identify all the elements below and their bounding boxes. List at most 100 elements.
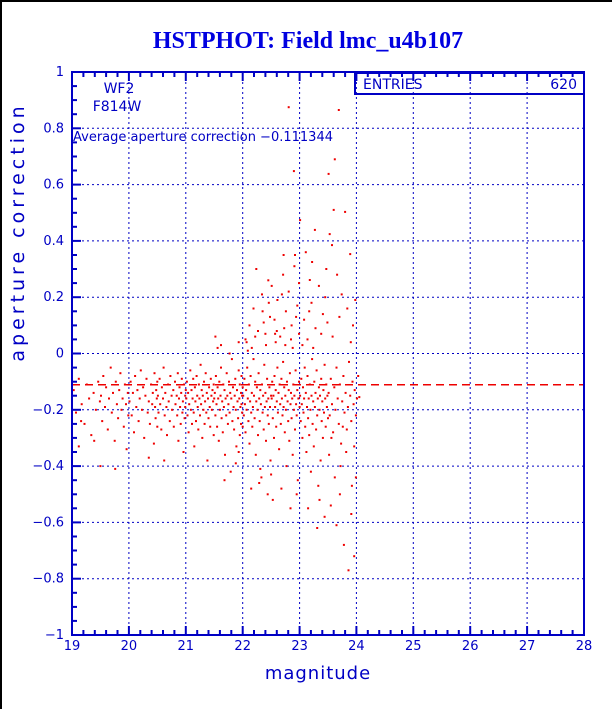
data-point — [280, 397, 283, 400]
data-point — [80, 420, 83, 423]
data-point — [199, 414, 201, 417]
data-point — [310, 301, 313, 304]
data-point — [233, 394, 236, 397]
data-point — [156, 394, 159, 397]
x-tick-label: 24 — [348, 639, 365, 654]
data-point — [110, 411, 113, 414]
data-point — [289, 403, 292, 406]
data-point — [280, 293, 283, 296]
data-point — [72, 389, 75, 392]
data-point — [256, 408, 259, 411]
data-point — [311, 358, 314, 361]
data-point — [290, 324, 293, 327]
data-point — [178, 397, 180, 400]
data-point — [352, 324, 354, 327]
data-point — [306, 406, 308, 408]
data-point — [136, 389, 139, 392]
data-point — [162, 366, 165, 369]
data-point — [199, 363, 202, 366]
data-point — [287, 420, 290, 423]
data-point — [181, 411, 184, 414]
data-point — [267, 279, 270, 282]
data-point — [240, 375, 243, 377]
data-point — [313, 228, 316, 231]
data-point — [316, 397, 319, 400]
y-tick-label: −0.4 — [32, 459, 64, 474]
data-point — [322, 389, 325, 392]
data-point — [151, 391, 154, 394]
data-point — [240, 391, 242, 394]
data-point — [274, 341, 277, 344]
data-point — [228, 352, 231, 355]
data-point — [126, 391, 129, 394]
data-point — [184, 389, 187, 392]
data-point — [331, 335, 334, 338]
data-point — [248, 442, 251, 445]
data-point — [229, 470, 232, 473]
data-point — [315, 369, 318, 372]
data-point — [332, 431, 335, 434]
data-point — [167, 400, 170, 403]
data-point — [201, 394, 204, 397]
data-point — [283, 386, 286, 389]
data-point — [184, 394, 187, 397]
data-point — [141, 408, 143, 411]
data-point — [102, 375, 105, 377]
data-point — [294, 369, 297, 372]
data-point — [354, 414, 357, 417]
data-point — [271, 417, 274, 420]
y-tick-label: −1 — [45, 628, 64, 643]
data-point — [335, 366, 338, 369]
data-point — [328, 414, 331, 417]
data-point — [255, 268, 258, 270]
data-point — [242, 394, 245, 397]
data-point — [207, 397, 209, 400]
data-point — [134, 375, 137, 377]
data-point — [356, 397, 358, 400]
data-point — [154, 417, 157, 420]
data-point — [152, 442, 155, 445]
data-point — [120, 408, 123, 411]
data-point — [85, 383, 88, 386]
data-point — [131, 391, 134, 394]
data-point — [244, 338, 247, 341]
data-point — [189, 408, 192, 411]
data-point — [259, 467, 262, 470]
data-point — [292, 383, 295, 386]
data-point — [217, 439, 220, 442]
data-point — [269, 406, 271, 408]
data-point — [331, 244, 333, 247]
data-point — [168, 420, 171, 423]
data-point — [295, 403, 298, 406]
data-point — [337, 422, 340, 425]
data-point — [274, 406, 277, 408]
x-tick-label: 23 — [291, 639, 308, 654]
data-point — [251, 406, 254, 408]
data-point — [309, 408, 312, 411]
data-point — [314, 327, 317, 330]
data-point — [145, 377, 148, 380]
data-point — [245, 341, 248, 344]
data-point — [316, 527, 319, 529]
y-tick-label: 0 — [56, 347, 64, 362]
data-point — [342, 543, 345, 546]
y-axis-title: aperture correction — [7, 102, 29, 361]
data-point — [159, 403, 162, 406]
data-point — [310, 394, 313, 397]
data-point — [264, 391, 267, 394]
data-point — [190, 389, 193, 392]
data-point — [241, 394, 244, 397]
data-point — [179, 422, 182, 425]
data-point — [265, 439, 267, 442]
data-point — [287, 290, 290, 293]
data-point — [122, 425, 125, 428]
data-point — [281, 414, 284, 417]
axis-tick-labels: 19 20 21 22 23 24 25 26 27 28 1 0.8 0.6 0.4 0.2 0 −0.2 −0… — [32, 65, 592, 654]
data-point — [300, 377, 303, 380]
data-point — [350, 420, 353, 423]
data-point — [301, 344, 304, 347]
data-point — [193, 386, 196, 389]
data-point — [262, 394, 265, 397]
data-point — [204, 400, 207, 403]
data-point — [339, 465, 342, 468]
